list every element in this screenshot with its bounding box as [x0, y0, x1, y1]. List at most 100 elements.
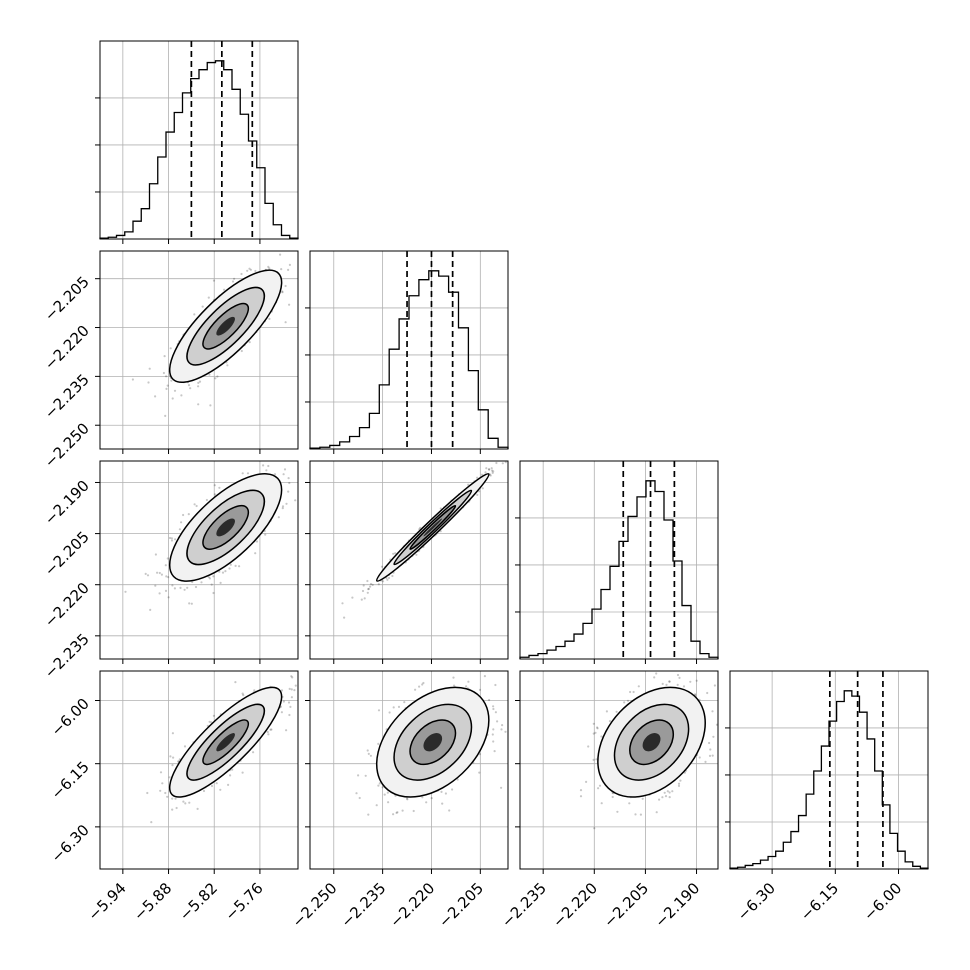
sample-point: [377, 784, 380, 787]
x-tick-label: −2.250: [289, 879, 341, 931]
sample-point: [655, 672, 658, 675]
sample-point: [207, 576, 210, 579]
sample-point: [248, 341, 251, 344]
contour-3: [216, 518, 235, 537]
sample-point: [267, 464, 270, 468]
sample-point: [253, 689, 256, 692]
sample-point: [425, 801, 428, 804]
sample-point: [284, 321, 287, 324]
sample-point: [406, 798, 409, 801]
x-tick-label: −2.235: [337, 879, 389, 931]
sample-point: [430, 797, 433, 800]
sample-point: [161, 782, 164, 785]
sample-point: [639, 813, 643, 816]
sample-point: [241, 771, 244, 774]
sample-point: [422, 681, 425, 685]
sample-point: [412, 809, 415, 813]
sample-point: [394, 552, 397, 555]
sample-point: [294, 499, 297, 502]
sample-point: [594, 731, 597, 734]
sample-point: [210, 784, 214, 788]
sample-point: [174, 797, 177, 800]
y-tick-label: −6.30: [48, 821, 93, 866]
sample-point: [484, 471, 487, 474]
sample-point: [377, 742, 380, 746]
sample-point: [492, 740, 495, 743]
y-tick-label: −6.15: [48, 758, 93, 803]
sample-point: [709, 748, 712, 751]
sample-point: [290, 696, 293, 699]
sample-point: [711, 754, 714, 757]
sample-point: [492, 728, 495, 731]
panel-3-0: [99, 670, 299, 870]
sample-point: [495, 461, 498, 465]
sample-point: [343, 616, 346, 619]
sample-point: [277, 516, 280, 519]
panel-2-1: [309, 460, 509, 660]
histogram-0: [99, 60, 299, 239]
sample-point: [706, 691, 709, 695]
sample-point: [698, 756, 701, 759]
sample-point: [197, 385, 200, 388]
sample-point: [189, 387, 192, 390]
sample-point: [182, 800, 185, 803]
sample-point: [187, 384, 191, 387]
sample-point: [369, 585, 372, 588]
sample-point: [167, 596, 170, 599]
sample-point: [492, 707, 495, 711]
sample-point: [284, 284, 287, 288]
sample-point: [364, 774, 367, 777]
sample-point: [289, 705, 292, 709]
sample-point: [595, 758, 598, 761]
sample-point: [664, 795, 668, 798]
x-tick-label: −2.220: [549, 879, 601, 931]
sample-point: [414, 688, 417, 691]
sample-point: [150, 821, 153, 824]
sample-point: [490, 467, 493, 470]
sample-point: [215, 782, 218, 785]
sample-point: [585, 780, 588, 784]
sample-point: [663, 791, 666, 794]
sample-point: [579, 795, 583, 798]
sample-point: [267, 265, 270, 268]
sample-point: [488, 698, 491, 702]
sample-point: [587, 745, 590, 748]
sample-point: [478, 688, 482, 692]
sample-point: [288, 481, 291, 485]
sample-point: [401, 809, 404, 812]
y-tick-label: −2.220: [41, 322, 93, 374]
sample-point: [159, 771, 163, 774]
sample-point: [392, 552, 395, 555]
sample-point: [279, 253, 282, 256]
sample-point: [201, 305, 204, 308]
sample-point: [288, 303, 291, 306]
sample-point: [194, 585, 198, 589]
sample-point: [668, 791, 671, 794]
sample-point: [441, 802, 444, 805]
sample-point: [665, 683, 668, 687]
sample-point: [170, 539, 174, 542]
x-tick-label: −6.15: [797, 879, 842, 924]
sample-point: [221, 571, 225, 574]
sample-point: [375, 804, 378, 807]
sample-point: [165, 575, 168, 578]
sample-point: [440, 790, 443, 794]
sample-point: [255, 540, 259, 543]
panel-3-3: [729, 670, 929, 870]
sample-point: [600, 735, 603, 738]
sample-point: [248, 267, 251, 270]
sample-point: [598, 784, 602, 787]
sample-point: [288, 263, 291, 266]
sample-point: [363, 597, 366, 600]
sample-point: [387, 576, 391, 580]
sample-point: [501, 462, 504, 465]
sample-point: [392, 706, 395, 709]
sample-point: [678, 676, 681, 680]
sample-point: [252, 751, 255, 754]
sample-point: [190, 602, 193, 605]
sample-point: [262, 464, 265, 467]
sample-point: [381, 786, 384, 789]
sample-point: [227, 783, 230, 787]
sample-point: [212, 575, 215, 578]
sample-point: [178, 528, 181, 531]
